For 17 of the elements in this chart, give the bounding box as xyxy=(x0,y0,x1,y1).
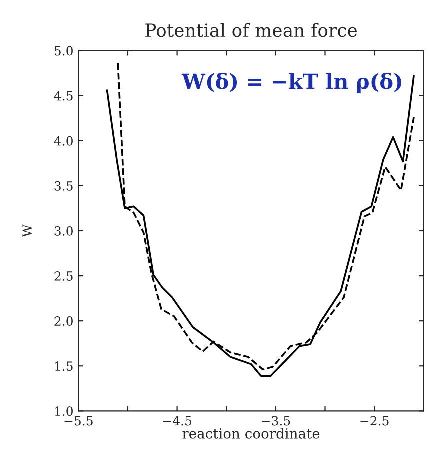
x-tick-label: −5.5 xyxy=(64,416,93,426)
annotation: W(δ) = −kT ln ρ(δ) xyxy=(182,73,402,94)
y-tick-label: 1.5 xyxy=(55,362,73,372)
y-tick-label: 2.0 xyxy=(54,316,73,326)
x-tick-label: −3.5 xyxy=(262,416,290,426)
y-axis-title: W xyxy=(22,224,32,238)
y-tick-label: 4.5 xyxy=(54,91,73,101)
x-tick-label: −2.5 xyxy=(360,416,389,426)
chart-title: Potential of mean force xyxy=(146,23,358,38)
y-tick-label: 3.5 xyxy=(54,181,73,191)
y-tick-label: 4.0 xyxy=(54,136,73,146)
x-axis-title: reaction coordinate xyxy=(182,428,320,439)
y-tick-label: 2.5 xyxy=(54,272,73,281)
y-tick-label: 5.0 xyxy=(54,46,73,56)
y-tick-label: 1.0 xyxy=(55,406,73,416)
y-tick-label: 3.0 xyxy=(54,226,73,236)
x-tick-label: −4.5 xyxy=(163,416,192,426)
